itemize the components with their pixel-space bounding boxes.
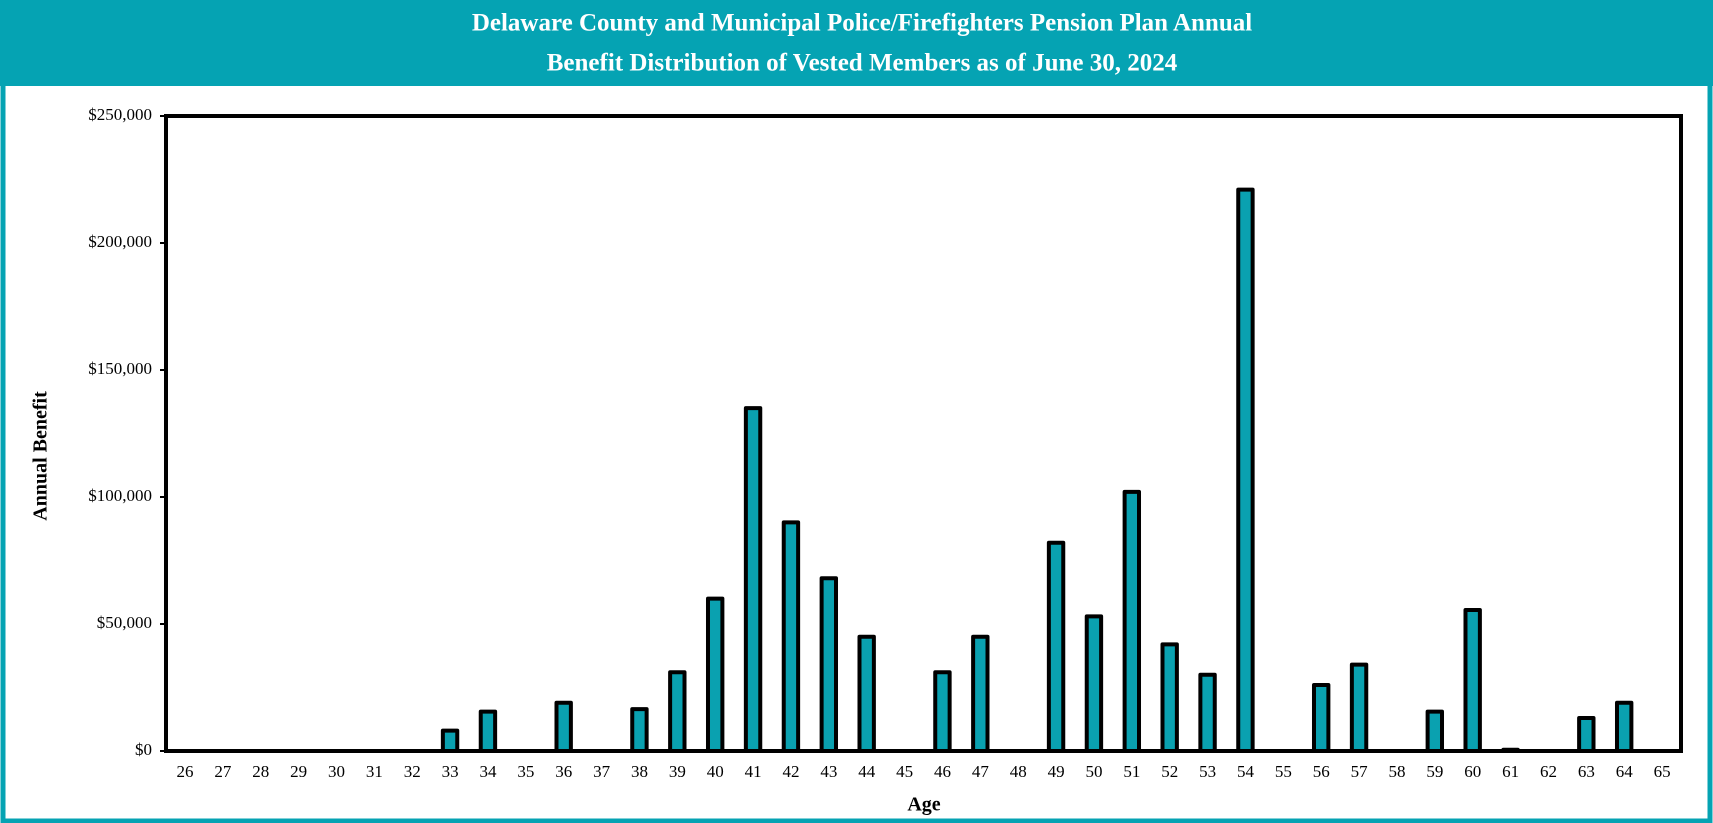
x-tick-label: 35 <box>517 762 534 781</box>
y-tick-label: $100,000 <box>88 486 152 505</box>
bar <box>1425 709 1445 754</box>
x-tick-label: 48 <box>1010 762 1027 781</box>
y-tick-label: $0 <box>135 740 152 759</box>
x-tick-label: 59 <box>1426 762 1443 781</box>
bar <box>1614 700 1634 753</box>
y-tick-label: $50,000 <box>97 613 152 632</box>
bar <box>1046 540 1066 753</box>
bar <box>1236 187 1255 754</box>
x-tick-label: 53 <box>1199 762 1216 781</box>
bar <box>857 634 876 754</box>
x-tick-label: 29 <box>290 762 307 781</box>
bar <box>819 576 839 754</box>
y-tick-label: $150,000 <box>88 359 152 378</box>
bar <box>1463 608 1482 754</box>
x-tick-label: 36 <box>555 762 572 781</box>
bar <box>1160 642 1179 754</box>
x-tick-label: 61 <box>1502 762 1519 781</box>
x-tick-label: 31 <box>366 762 383 781</box>
x-tick-label: 57 <box>1351 762 1369 781</box>
bar <box>743 406 763 753</box>
bar <box>1198 672 1217 753</box>
x-tick-label: 38 <box>631 762 648 781</box>
x-tick-label: 65 <box>1654 762 1671 781</box>
x-tick-label: 40 <box>707 762 724 781</box>
x-tick-label: 37 <box>593 762 611 781</box>
x-tick-label: 54 <box>1237 762 1255 781</box>
x-tick-label: 28 <box>252 762 269 781</box>
x-tick-label: 34 <box>479 762 497 781</box>
bar <box>933 670 952 754</box>
x-tick-label: 42 <box>782 762 799 781</box>
chart-title: Delaware County and Municipal Police/Fir… <box>472 10 1252 37</box>
bar <box>440 728 460 753</box>
x-tick-label: 58 <box>1388 762 1405 781</box>
bar <box>1349 662 1369 754</box>
chart-title: Benefit Distribution of Vested Members a… <box>547 50 1178 77</box>
bar <box>630 707 649 754</box>
x-tick-label: 26 <box>176 762 193 781</box>
x-tick-label: 32 <box>404 762 421 781</box>
y-tick-label: $250,000 <box>88 105 152 124</box>
x-tick-label: 60 <box>1464 762 1481 781</box>
x-tick-label: 46 <box>934 762 951 781</box>
bar <box>971 634 990 754</box>
x-tick-label: 56 <box>1313 762 1330 781</box>
bar <box>781 520 801 754</box>
x-tick-label: 49 <box>1048 762 1065 781</box>
x-tick-label: 55 <box>1275 762 1292 781</box>
x-tick-label: 47 <box>972 762 990 781</box>
x-tick-label: 50 <box>1085 762 1102 781</box>
header-band <box>0 0 1713 86</box>
x-tick-label: 30 <box>328 762 345 781</box>
bar <box>1577 715 1596 753</box>
x-tick-label: 52 <box>1161 762 1178 781</box>
x-tick-label: 64 <box>1616 762 1634 781</box>
x-tick-label: 51 <box>1123 762 1140 781</box>
x-tick-label: 27 <box>214 762 232 781</box>
x-axis-title: Age <box>907 794 940 816</box>
bar <box>668 670 687 754</box>
bar <box>705 596 725 753</box>
plot-border <box>164 114 1683 753</box>
x-tick-label: 62 <box>1540 762 1557 781</box>
bar <box>1084 614 1104 753</box>
x-tick-label: 41 <box>745 762 762 781</box>
y-tick-label: $200,000 <box>88 232 152 251</box>
x-tick-label: 44 <box>858 762 876 781</box>
x-tick-label: 39 <box>669 762 686 781</box>
bar <box>1122 489 1142 753</box>
x-tick-label: 33 <box>442 762 459 781</box>
bar <box>1311 682 1331 754</box>
x-tick-label: 43 <box>820 762 837 781</box>
y-axis-title: Annual Benefit <box>30 391 52 521</box>
bar <box>554 700 573 753</box>
x-tick-label: 45 <box>896 762 913 781</box>
bar <box>478 709 498 754</box>
x-tick-label: 63 <box>1578 762 1595 781</box>
